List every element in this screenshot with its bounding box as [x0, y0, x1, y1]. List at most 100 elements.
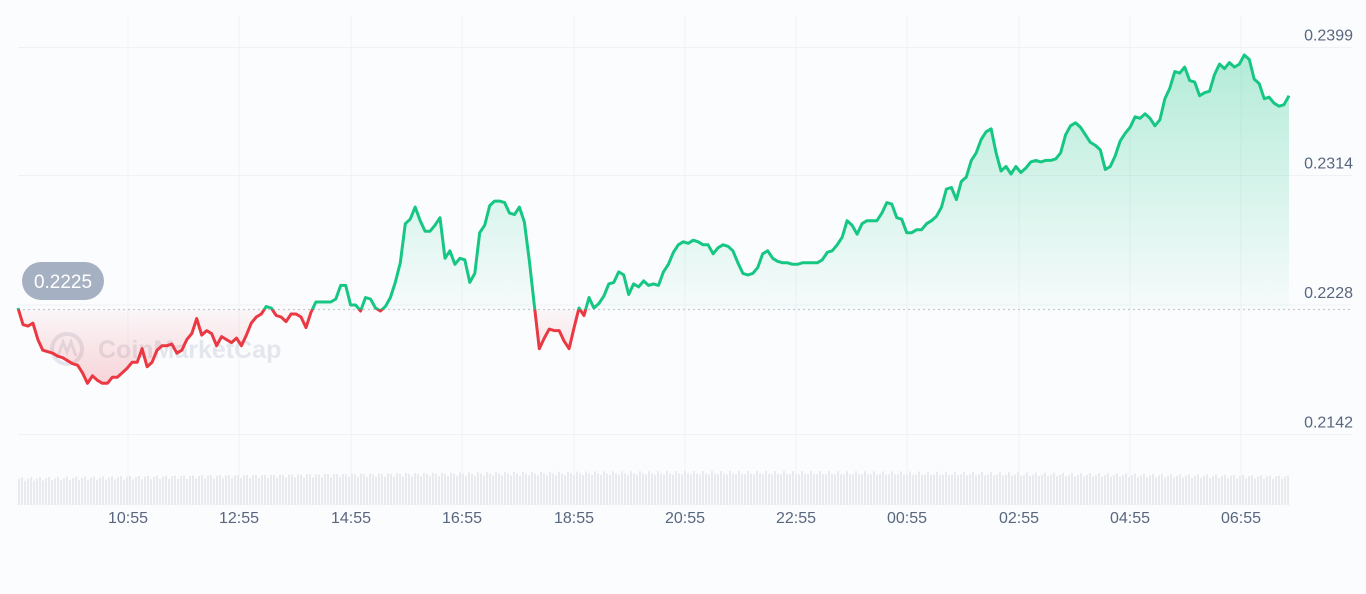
volume-bar — [1137, 477, 1139, 505]
volume-bar — [129, 476, 131, 505]
volume-bar — [1164, 477, 1166, 505]
volume-bar — [942, 474, 944, 505]
volume-bar — [1158, 475, 1160, 505]
volume-bar — [546, 475, 548, 505]
volume-bar — [549, 471, 551, 505]
volume-bar — [324, 474, 326, 505]
volume-bar — [999, 472, 1001, 505]
volume-bar — [267, 477, 269, 505]
volume-bar — [774, 471, 776, 505]
volume-bar — [132, 479, 134, 505]
volume-bar — [654, 474, 656, 505]
volume-bar — [1047, 476, 1049, 505]
volume-bar — [996, 474, 998, 505]
volume-bar — [93, 476, 95, 505]
volume-bar — [1032, 474, 1034, 505]
volume-bar — [657, 471, 659, 505]
x-tick-label-1: 12:55 — [219, 510, 259, 527]
volume-bar — [588, 473, 590, 505]
volume-bar — [909, 471, 911, 505]
volume-bar — [1065, 476, 1067, 505]
volume-bar — [1155, 477, 1157, 505]
volume-bar — [498, 473, 500, 505]
volume-bar — [756, 471, 758, 505]
volume-bar — [597, 473, 599, 505]
volume-bar — [882, 471, 884, 505]
volume-bar — [702, 471, 704, 505]
volume-bar — [1014, 474, 1016, 505]
volume-bar — [846, 471, 848, 505]
volume-bar — [189, 476, 191, 505]
volume-bar — [678, 473, 680, 505]
volume-bar — [798, 474, 800, 505]
volume-bar — [456, 475, 458, 505]
volume-bar — [582, 474, 584, 505]
volume-bar — [291, 474, 293, 505]
volume-bar — [648, 471, 650, 505]
volume-bar — [441, 472, 443, 505]
volume-bar — [726, 474, 728, 505]
volume-bar — [1281, 478, 1283, 505]
volume-bar — [216, 475, 218, 505]
volume-bar — [213, 478, 215, 505]
volume-bar — [555, 475, 557, 505]
x-tick-label-0: 10:55 — [108, 510, 148, 527]
volume-bar — [810, 471, 812, 505]
volume-bar — [300, 474, 302, 505]
volume-bar — [711, 471, 713, 505]
volume-bar — [153, 476, 155, 505]
volume-bar — [990, 472, 992, 505]
volume-bar — [165, 475, 167, 505]
volume-bar — [732, 473, 734, 505]
volume-bar — [270, 474, 272, 505]
volume-bar — [18, 478, 20, 505]
volume-bar — [396, 473, 398, 505]
volume-bar — [1008, 472, 1010, 505]
volume-bar — [675, 471, 677, 505]
volume-bar — [867, 474, 869, 505]
volume-bar — [1026, 472, 1028, 505]
volume-bar — [297, 474, 299, 505]
volume-bar — [714, 473, 716, 505]
volume-bar — [357, 476, 359, 505]
volume-bar — [534, 473, 536, 505]
volume-bar — [345, 474, 347, 505]
volume-bar — [240, 478, 242, 505]
volume-bar — [789, 474, 791, 505]
volume-bar — [264, 474, 266, 505]
volume-bar — [720, 471, 722, 505]
volume-bar — [1182, 477, 1184, 505]
volume-bar — [894, 474, 896, 505]
volume-bar — [957, 475, 959, 505]
volume-bar — [1131, 475, 1133, 505]
volume-bar — [276, 477, 278, 505]
volume-bar — [1101, 476, 1103, 505]
volume-bar — [408, 473, 410, 505]
volume-bar — [762, 474, 764, 505]
x-tick-label-9: 04:55 — [1110, 510, 1150, 527]
volume-bar — [1035, 472, 1037, 505]
volume-bar — [1170, 474, 1172, 505]
volume-bar — [651, 473, 653, 505]
volume-bar — [414, 472, 416, 505]
volume-bar — [603, 471, 605, 505]
volume-bar — [783, 471, 785, 505]
volume-bar — [135, 476, 137, 505]
volume-bar — [1092, 476, 1094, 505]
volume-bar — [1011, 475, 1013, 505]
y-tick-label-3: 0.2142 — [1304, 415, 1353, 432]
volume-bar — [948, 475, 950, 505]
volume-bar — [561, 473, 563, 505]
volume-bar — [327, 474, 329, 505]
volume-bar — [870, 474, 872, 505]
volume-bar — [687, 473, 689, 505]
volume-bar — [609, 474, 611, 505]
volume-bar — [210, 475, 212, 505]
volume-bar — [528, 475, 530, 505]
volume-bar — [642, 473, 644, 505]
volume-bar — [453, 473, 455, 505]
volume-bar — [630, 471, 632, 505]
volume-bar — [369, 473, 371, 505]
volume-bar — [501, 475, 503, 505]
volume-bar — [660, 473, 662, 505]
